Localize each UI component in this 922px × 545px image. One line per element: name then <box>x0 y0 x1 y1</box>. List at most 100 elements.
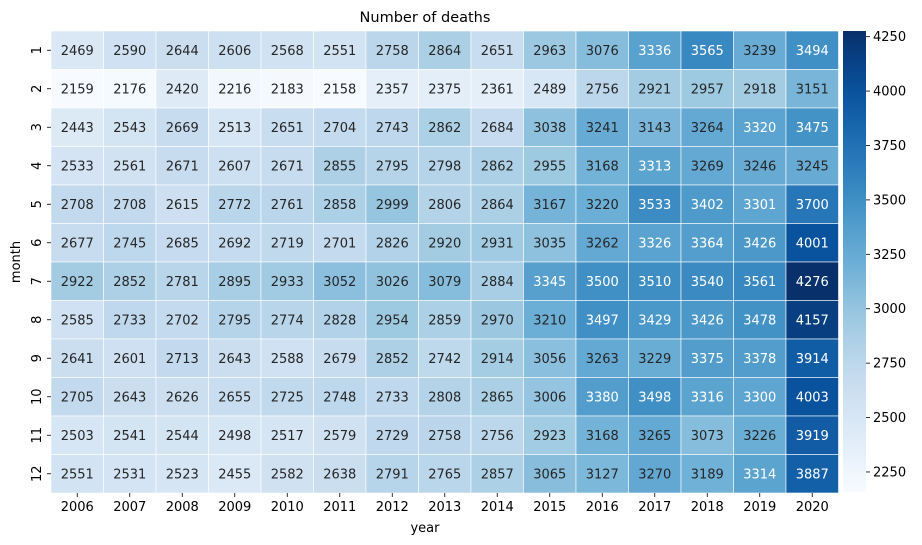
cell-value-label: 3345 <box>533 275 566 290</box>
heatmap-cell <box>470 223 524 263</box>
cell-value-label: 2756 <box>481 429 514 444</box>
heatmap-cell <box>103 146 157 186</box>
heatmap-cell <box>50 184 104 224</box>
y-tick-label: 5 <box>30 200 45 208</box>
x-axis-ticks: 2006 2007 2008 2009 2010 2011 2012 2013 2014 2015… <box>61 493 829 515</box>
cell-value-label: 2357 <box>376 82 409 97</box>
cell-value-label: 3246 <box>743 159 776 174</box>
cell-value-label: 2541 <box>113 429 146 444</box>
y-tick-label: 6 <box>30 239 45 247</box>
heatmap-cells <box>50 30 839 494</box>
cell-value-label: 3478 <box>743 313 776 328</box>
heatmap-cell <box>470 454 524 494</box>
cell-value-label: 2745 <box>113 236 146 251</box>
heatmap-cell <box>733 300 787 340</box>
cell-value-label: 3143 <box>638 121 671 136</box>
heatmap-cell <box>733 30 787 70</box>
cell-value-label: 2808 <box>428 390 461 405</box>
cell-value-label: 2791 <box>376 467 409 482</box>
chart-title: Number of deaths <box>360 10 491 26</box>
heatmap-cell <box>260 261 314 301</box>
cell-value-label: 3065 <box>533 467 566 482</box>
heatmap-cell <box>680 184 734 224</box>
heatmap-cell <box>418 300 472 340</box>
cell-value-label: 2607 <box>218 159 251 174</box>
heatmap-cell <box>260 69 314 109</box>
cell-value-label: 2643 <box>113 390 146 405</box>
cell-value-label: 3313 <box>638 159 671 174</box>
cell-value-label: 3265 <box>638 429 671 444</box>
cell-value-label: 2158 <box>323 82 356 97</box>
x-tick-label: 2007 <box>113 500 146 515</box>
heatmap-cell <box>733 184 787 224</box>
cell-value-label: 3073 <box>691 429 724 444</box>
cell-value-label: 2884 <box>481 275 514 290</box>
heatmap-cell <box>680 377 734 417</box>
cell-value-label: 2679 <box>323 352 356 367</box>
cell-value-label: 2498 <box>218 429 251 444</box>
cell-value-label: 2551 <box>61 467 94 482</box>
cell-value-label: 2671 <box>166 159 199 174</box>
cell-value-label: 2568 <box>271 44 304 59</box>
cell-value-label: 2806 <box>428 198 461 213</box>
x-tick-label: 2012 <box>376 500 409 515</box>
heatmap-cell <box>260 415 314 455</box>
cell-value-label: 3226 <box>743 429 776 444</box>
cell-value-label: 3210 <box>533 313 566 328</box>
heatmap-cell <box>523 300 577 340</box>
heatmap-cell <box>680 454 734 494</box>
cell-value-label: 3919 <box>796 429 829 444</box>
heatmap-cell <box>523 261 577 301</box>
cell-value-label: 3500 <box>586 275 619 290</box>
cell-value-label: 2852 <box>376 352 409 367</box>
heatmap-cell <box>155 146 209 186</box>
cell-value-label: 2725 <box>271 390 304 405</box>
x-tick-label: 2009 <box>218 500 251 515</box>
y-tick-label: 8 <box>30 316 45 324</box>
heatmap-cell <box>785 107 839 147</box>
cell-value-label: 4276 <box>796 275 829 290</box>
cell-value-label: 3475 <box>796 121 829 136</box>
heatmap-cell <box>365 454 419 494</box>
heatmap-cell <box>523 377 577 417</box>
heatmap-cell <box>208 261 262 301</box>
cell-value-label: 3270 <box>638 467 671 482</box>
y-tick-label: 7 <box>30 277 45 285</box>
heatmap-cell <box>365 261 419 301</box>
cell-value-label: 3565 <box>691 44 724 59</box>
colorbar-tick-label: 4250 <box>873 30 906 45</box>
cell-value-label: 2922 <box>61 275 94 290</box>
cell-value-label: 2708 <box>113 198 146 213</box>
cell-value-label: 2955 <box>533 159 566 174</box>
cell-value-label: 4003 <box>796 390 829 405</box>
cell-value-label: 3168 <box>586 429 619 444</box>
cell-value-label: 2864 <box>481 198 514 213</box>
cell-value-label: 2798 <box>428 159 461 174</box>
heatmap-cell <box>628 223 682 263</box>
heatmap-cell <box>523 30 577 70</box>
heatmap-cell <box>50 107 104 147</box>
cell-value-label: 3498 <box>638 390 671 405</box>
heatmap-cell <box>50 30 104 70</box>
cell-value-label: 2918 <box>743 82 776 97</box>
heatmap-cell <box>470 184 524 224</box>
heatmap-cell <box>155 338 209 378</box>
heatmap-cell <box>575 300 629 340</box>
cell-value-label: 2895 <box>218 275 251 290</box>
heatmap-cell <box>418 261 472 301</box>
cell-value-label: 2855 <box>323 159 356 174</box>
y-axis-label: month <box>9 241 24 283</box>
y-tick-label: 1 <box>30 46 45 54</box>
x-tick-label: 2010 <box>271 500 304 515</box>
cell-value-label: 2582 <box>271 467 304 482</box>
cell-value-label: 2641 <box>61 352 94 367</box>
cell-value-label: 2795 <box>218 313 251 328</box>
heatmap-cell <box>260 300 314 340</box>
cell-value-label: 3314 <box>743 467 776 482</box>
heatmap-cell <box>575 415 629 455</box>
heatmap-cell <box>313 30 367 70</box>
cell-value-label: 2970 <box>481 313 514 328</box>
cell-value-label: 2852 <box>113 275 146 290</box>
heatmap-cell <box>418 415 472 455</box>
cell-value-label: 3300 <box>743 390 776 405</box>
